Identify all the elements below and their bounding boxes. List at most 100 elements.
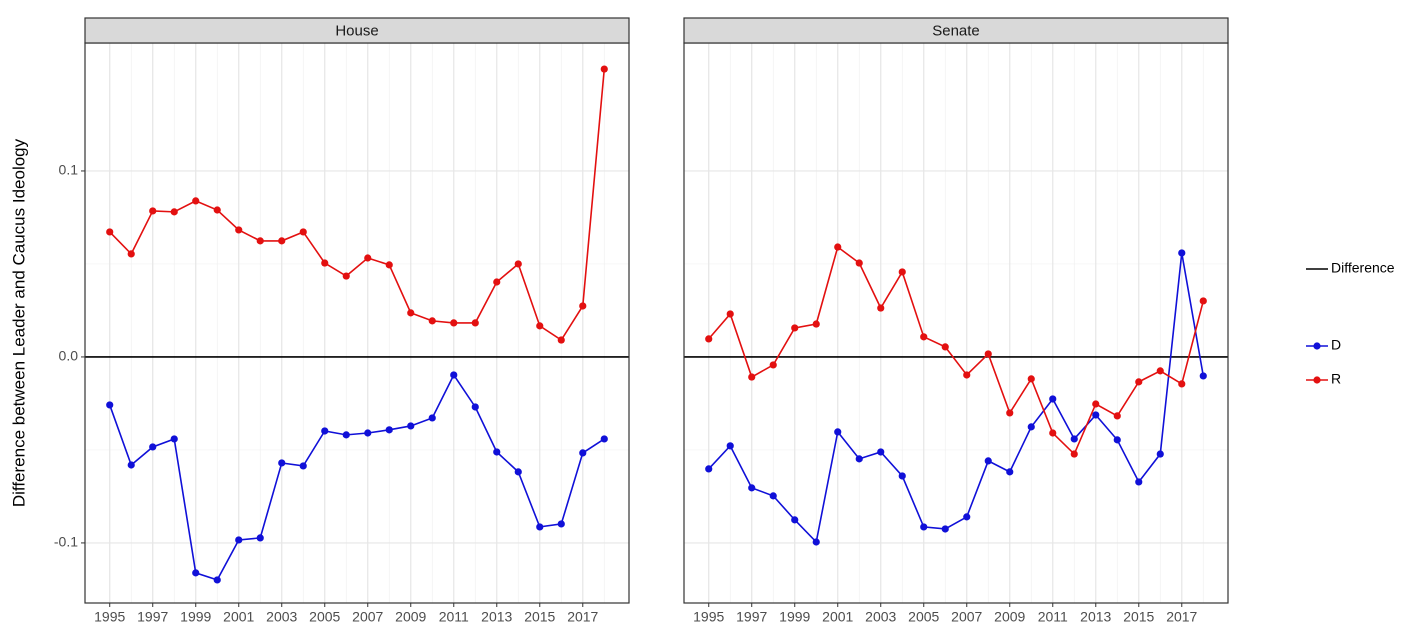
data-point — [557, 336, 565, 344]
data-point — [726, 442, 734, 450]
data-point — [1113, 412, 1121, 420]
data-point — [941, 343, 949, 351]
data-point — [600, 65, 608, 73]
data-point — [364, 429, 372, 437]
data-point — [471, 319, 479, 327]
data-point — [705, 465, 713, 473]
x-tick-label: 2005 — [309, 609, 340, 625]
y-axis-label: Difference between Leader and Caucus Ide… — [9, 138, 28, 507]
data-point — [428, 414, 436, 422]
data-point — [493, 448, 501, 456]
x-tick-label: 2003 — [865, 609, 896, 625]
x-tick-label: 2009 — [994, 609, 1025, 625]
data-point — [213, 576, 221, 584]
x-tick-label: 2013 — [481, 609, 512, 625]
y-tick-label: -0.1 — [54, 534, 78, 550]
data-point — [1156, 367, 1164, 375]
x-tick-label: 2015 — [1123, 609, 1154, 625]
data-point — [1027, 375, 1035, 383]
data-point — [834, 243, 842, 251]
data-point — [963, 513, 971, 521]
data-point — [192, 197, 200, 205]
x-tick-label: 2003 — [266, 609, 297, 625]
x-tick-label: 2011 — [1038, 609, 1068, 625]
data-point — [299, 462, 307, 470]
data-point — [514, 468, 522, 476]
data-point — [536, 322, 544, 330]
data-point — [278, 237, 286, 245]
x-tick-label: 2007 — [951, 609, 982, 625]
data-point — [321, 427, 329, 435]
strip — [683, 17, 1229, 44]
data-point — [407, 309, 415, 317]
x-tick-label: 1997 — [137, 609, 168, 625]
data-point — [1049, 429, 1057, 437]
x-tick-label: 2017 — [567, 609, 598, 625]
data-point — [557, 520, 565, 528]
x-tick-label: 2009 — [395, 609, 426, 625]
data-point — [127, 250, 135, 258]
x-tick-label: 2013 — [1080, 609, 1111, 625]
data-point — [170, 208, 178, 216]
data-point — [106, 401, 114, 409]
data-point — [536, 523, 544, 531]
x-tick-label: 1997 — [736, 609, 767, 625]
x-tick-label: 2017 — [1166, 609, 1197, 625]
x-tick-label: 1999 — [779, 609, 810, 625]
data-point — [769, 361, 777, 369]
data-point — [385, 426, 393, 434]
data-point — [1135, 478, 1143, 486]
data-point — [877, 304, 885, 312]
strip-title: Senate — [932, 22, 980, 39]
data-point — [493, 278, 501, 286]
data-point — [428, 317, 436, 325]
x-tick-label: 1995 — [94, 609, 125, 625]
x-tick-label: 2007 — [352, 609, 383, 625]
data-point — [877, 448, 885, 456]
data-point — [256, 237, 264, 245]
series-line — [708, 245, 1205, 456]
data-point — [450, 319, 458, 327]
data-point — [235, 226, 243, 234]
data-point — [812, 320, 820, 328]
data-point — [407, 422, 415, 430]
data-point — [920, 333, 928, 341]
data-point — [1178, 249, 1186, 257]
legend-label: Difference — [1331, 260, 1395, 276]
legend-label: R — [1331, 371, 1341, 387]
data-point — [450, 371, 458, 379]
data-point — [1027, 423, 1035, 431]
data-point — [984, 350, 992, 358]
x-tick-label: 2015 — [524, 609, 555, 625]
data-point — [342, 272, 350, 280]
data-point — [1156, 450, 1164, 458]
data-point — [321, 259, 329, 267]
series-line — [109, 68, 606, 342]
x-tick-label: 1995 — [693, 609, 724, 625]
data-point — [1006, 468, 1014, 476]
y-tick-label: 0.0 — [59, 348, 79, 364]
data-point — [963, 371, 971, 379]
data-point — [855, 259, 863, 267]
data-point — [1049, 395, 1057, 403]
data-point — [1070, 450, 1078, 458]
data-point — [127, 461, 135, 469]
data-point — [791, 516, 799, 524]
data-point — [364, 254, 372, 262]
data-point — [1135, 378, 1143, 386]
data-point — [278, 459, 286, 467]
strip-title: House — [335, 22, 378, 39]
data-point — [984, 457, 992, 465]
data-point — [726, 310, 734, 318]
data-point — [1199, 297, 1207, 305]
x-tick-label: 2001 — [223, 609, 254, 625]
data-point — [920, 523, 928, 531]
legend-key — [1313, 376, 1321, 384]
data-point — [791, 324, 799, 332]
data-point — [812, 538, 820, 546]
x-tick-label: 2005 — [908, 609, 939, 625]
data-point — [705, 335, 713, 343]
data-point — [471, 403, 479, 411]
data-point — [1199, 372, 1207, 380]
